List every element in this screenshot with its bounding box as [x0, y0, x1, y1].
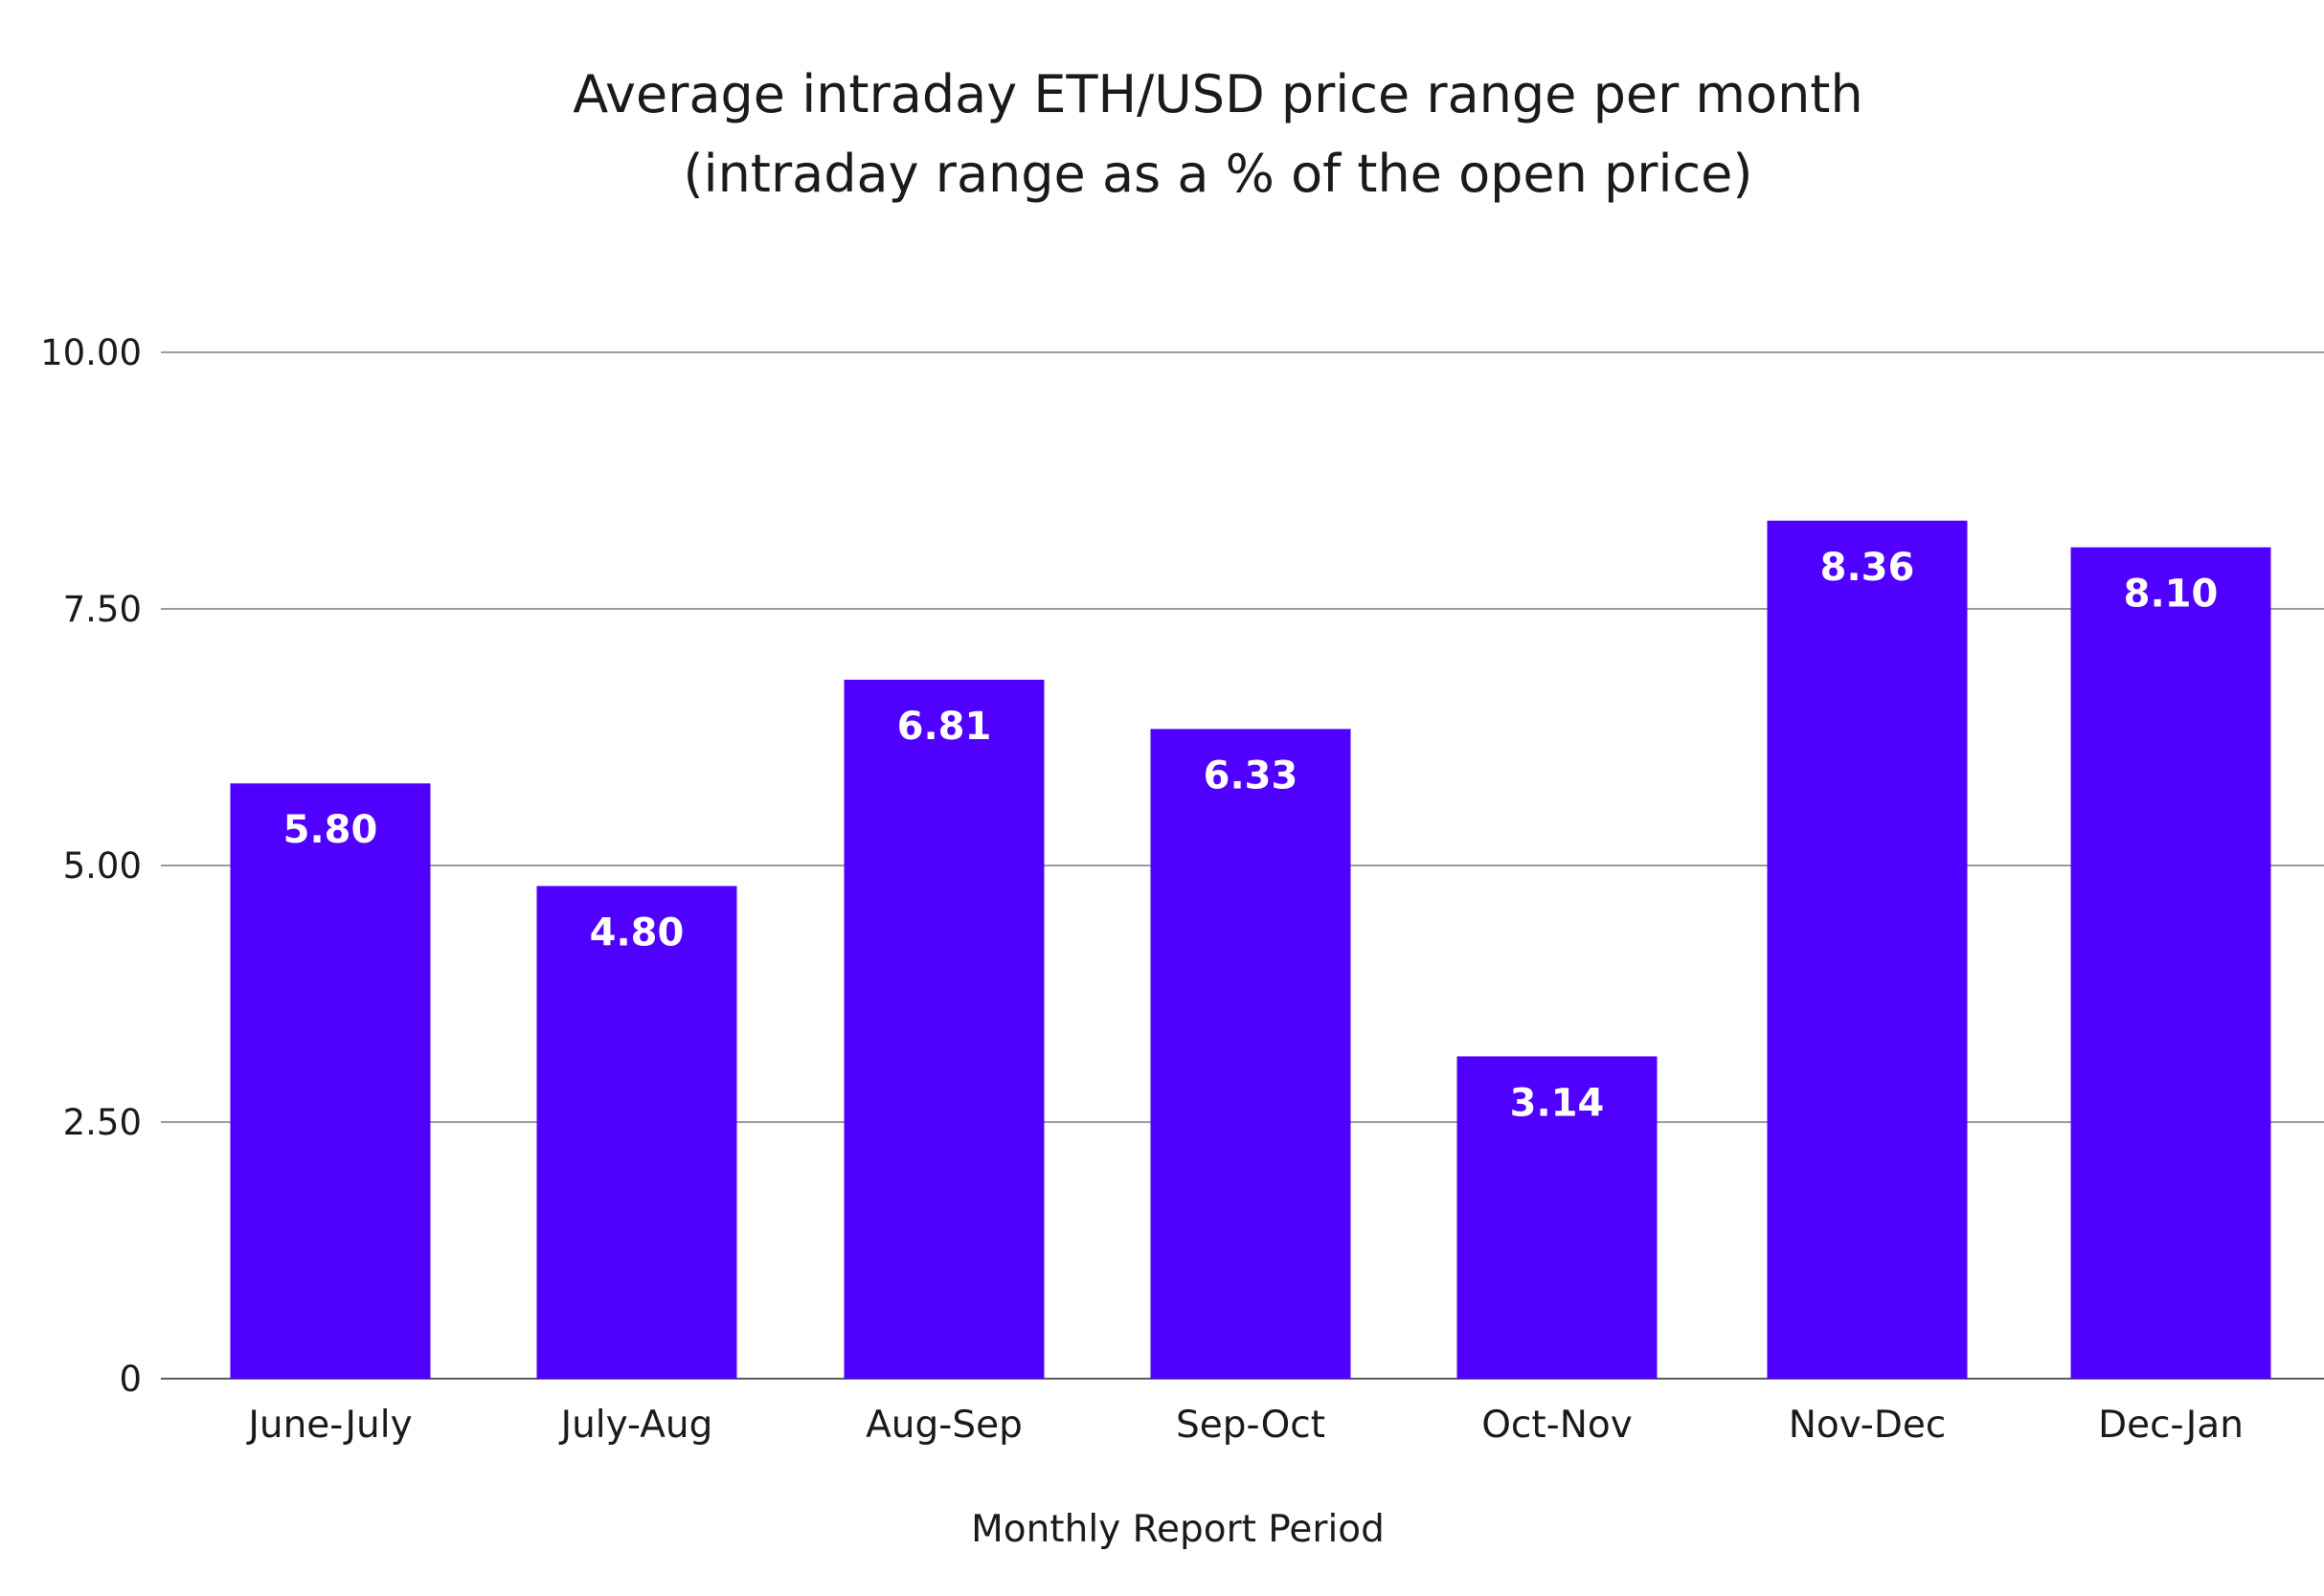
bar: [1150, 729, 1351, 1379]
chart-subtitle: (intraday range as a % of the open price…: [684, 144, 1753, 204]
x-axis-ticks: June-July July-Aug Aug-Sep Sep-Oct Oct-Nov No…: [245, 1404, 2244, 1447]
data-label: 6.81: [897, 705, 992, 749]
value-labels: 5.80 4.80 6.81 6.33 3.14 8.36 8.10: [283, 546, 2219, 1126]
data-label: 8.10: [2124, 573, 2219, 617]
x-tick-label: Aug-Sep: [866, 1404, 1023, 1447]
y-tick-label: 0: [119, 1359, 142, 1400]
y-tick-label: 5.00: [63, 845, 142, 887]
x-tick-label: Nov-Dec: [1789, 1404, 1947, 1447]
chart-title: Average intraday ETH/USD price range per…: [573, 64, 1862, 124]
x-tick-label: Dec-Jan: [2098, 1404, 2244, 1447]
x-axis-label: Monthly Report Period: [971, 1508, 1385, 1551]
data-label: 5.80: [283, 808, 378, 852]
bar: [230, 783, 431, 1379]
x-tick-label: Sep-Oct: [1176, 1404, 1325, 1447]
data-label: 8.36: [1820, 546, 1915, 590]
x-tick-label: Oct-Nov: [1481, 1404, 1633, 1447]
data-label: 3.14: [1510, 1081, 1605, 1125]
data-label: 6.33: [1204, 753, 1298, 798]
y-tick-label: 2.50: [63, 1102, 142, 1143]
bar: [536, 886, 737, 1379]
y-tick-label: 7.50: [63, 589, 142, 630]
x-tick-label: July-Aug: [558, 1404, 713, 1447]
bar: [2070, 547, 2271, 1379]
y-tick-label: 10.00: [40, 332, 142, 373]
bar: [1767, 520, 1968, 1379]
y-axis-ticks: 0 2.50 5.00 7.50 10.00: [40, 332, 142, 1400]
bar: [1456, 1056, 1658, 1379]
data-label: 4.80: [590, 910, 685, 955]
bar: [844, 679, 1045, 1379]
x-tick-label: June-July: [245, 1404, 412, 1447]
bars: [230, 520, 2271, 1379]
